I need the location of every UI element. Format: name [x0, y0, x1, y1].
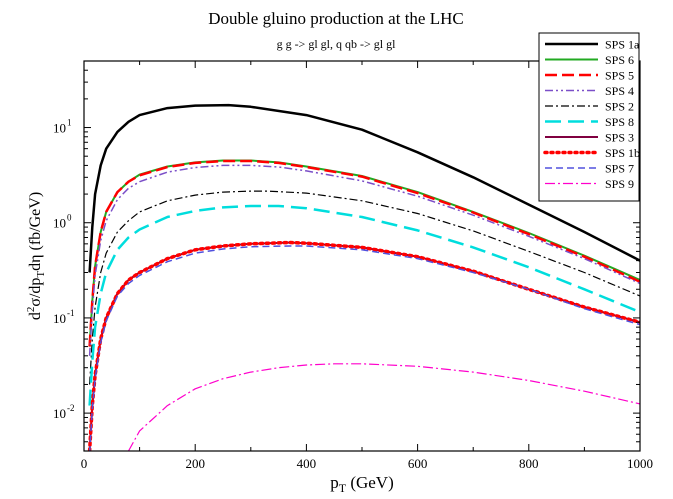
- x-tick-label-0: 0: [81, 456, 88, 471]
- x-tick-label-5: 1000: [627, 456, 653, 471]
- x-axis-label: pT (GeV): [330, 473, 394, 495]
- legend-label-2: SPS 5: [605, 69, 634, 83]
- series-line-6: [88, 241, 640, 451]
- series-line-2: [88, 159, 640, 347]
- y-tick-exponent-1: -1: [67, 308, 75, 318]
- series-layer: [87, 103, 640, 451]
- series-line-8: [88, 245, 640, 451]
- y-tick-label-3: 10: [53, 121, 66, 136]
- legend-label-7: SPS 1b: [605, 146, 640, 160]
- legend-label-1: SPS 6: [605, 53, 634, 67]
- x-tick-label-4: 800: [519, 456, 539, 471]
- legend-label-5: SPS 8: [605, 115, 634, 129]
- legend-label-0: SPS 1a: [605, 38, 640, 52]
- y-axis-label: d2σ/dpTdη (fb/GeV): [25, 192, 47, 320]
- x-tick-label-3: 600: [408, 456, 428, 471]
- x-tick-label-1: 200: [185, 456, 205, 471]
- series-line-7: [87, 240, 640, 451]
- y-tick-label-2: 10: [53, 216, 66, 231]
- legend-box: [538, 32, 640, 202]
- y-tick-exponent-2: 0: [67, 213, 72, 223]
- x-axis-ticks: 0 200 400 600 800 1000: [81, 61, 653, 471]
- legend-label-9: SPS 9: [605, 177, 634, 191]
- y-tick-exponent-3: 1: [67, 118, 72, 128]
- legend-label-6: SPS 3: [605, 131, 634, 145]
- legend-label-8: SPS 7: [605, 162, 634, 176]
- y-tick-label-0: 10: [53, 406, 66, 421]
- chart-subtitle: g g -> gl gl, q qb -> gl gl: [277, 37, 397, 51]
- series-line-3: [88, 164, 640, 356]
- series-line-4: [89, 190, 640, 385]
- series-line-9: [127, 363, 640, 451]
- chart-title: Double gluino production at the LHC: [208, 9, 463, 28]
- y-tick-label-1: 10: [53, 311, 66, 326]
- x-tick-label-2: 400: [297, 456, 317, 471]
- legend-label-4: SPS 2: [605, 100, 634, 114]
- y-tick-exponent-0: -2: [67, 403, 75, 413]
- legend-label-3: SPS 4: [605, 84, 634, 98]
- series-line-0: [88, 103, 640, 273]
- series-line-5: [88, 204, 640, 406]
